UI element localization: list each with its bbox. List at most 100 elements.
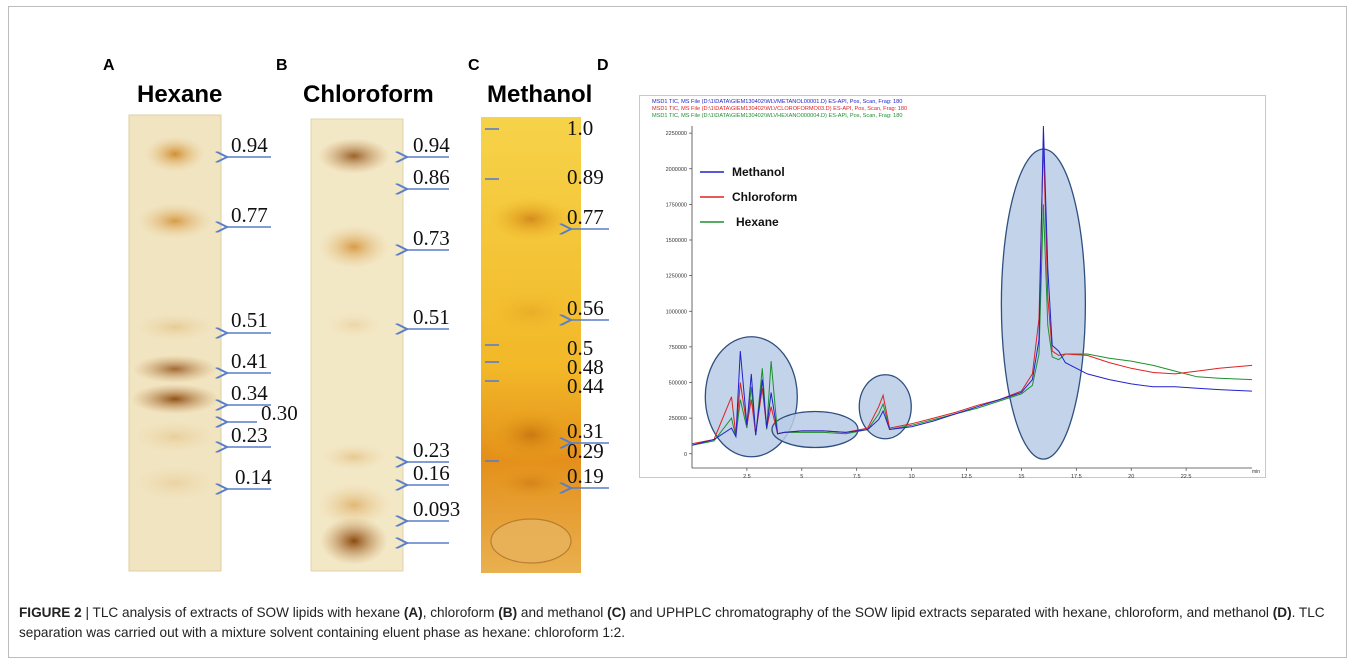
- spot-b-4: [320, 443, 388, 471]
- rf-label-a: 0.34: [231, 381, 268, 405]
- spot-c-3: [483, 405, 579, 465]
- rf-label-c: 0.89: [567, 165, 604, 189]
- chromatogram-chart: 0 250000 500000 750000 1000000 1250000 1500000…: [666, 125, 1260, 479]
- y-tick-label: 2000000: [666, 167, 687, 173]
- plate-hexane: [128, 114, 222, 572]
- rf-label-a: 0.23: [231, 423, 268, 447]
- rf-label-a: 0.94: [231, 133, 268, 157]
- rf-label-a: 0.77: [231, 203, 268, 227]
- plate-c-tick-marks: [485, 128, 499, 462]
- caption-ref-c: (C): [607, 605, 626, 620]
- rf-label-b: 0.51: [413, 305, 450, 329]
- x-tick-label: 5: [800, 474, 803, 479]
- rf-label-c: 0.29: [567, 439, 604, 463]
- x-tick-label: 10: [909, 474, 915, 479]
- panel-title-methanol: Methanol: [487, 81, 593, 108]
- rf-label-a: 0.41: [231, 349, 268, 373]
- rf-label-b: 0.23: [413, 438, 450, 462]
- series-line-methanol: [691, 125, 1253, 446]
- spot-a-7: [133, 465, 217, 501]
- spot-b-3: [324, 311, 384, 339]
- caption-text: and methanol: [517, 605, 608, 620]
- y-tick-label: 250000: [669, 416, 687, 422]
- peak-group-ellipse: [1000, 148, 1087, 460]
- caption-separator: |: [81, 605, 93, 620]
- rf-label-a: 0.51: [231, 308, 268, 332]
- rf-label-c: 0.56: [567, 296, 604, 320]
- rf-label-c: 0.5: [567, 336, 594, 360]
- spot-a-5: [131, 384, 219, 414]
- figure-frame: A Hexane B Chloroform C Methanol D 0.94 …: [8, 6, 1347, 658]
- x-tick-label: 12.5: [961, 474, 972, 479]
- spot-b-1: [318, 138, 390, 174]
- legend-label: Chloroform: [732, 190, 797, 204]
- plate-c-arrows: [571, 229, 609, 488]
- y-tick-label: 750000: [669, 345, 687, 351]
- rf-label-c: 1.0: [567, 116, 594, 140]
- spot-c-1: [489, 197, 573, 241]
- rf-label-c: 0.44: [567, 374, 604, 398]
- x-tick-label: 22.5: [1181, 474, 1192, 479]
- caption-ref-a: (A): [403, 605, 423, 620]
- figure-caption: FIGURE 2 | TLC analysis of extracts of S…: [19, 603, 1329, 643]
- spot-b-2: [318, 225, 390, 269]
- spot-a-1: [145, 136, 205, 172]
- rf-label-c: 0.31: [567, 419, 604, 443]
- y-tick-label: 1750000: [666, 202, 687, 208]
- legend-label: Hexane: [736, 215, 779, 229]
- spot-a-4: [133, 355, 217, 383]
- rf-label-c: 0.19: [567, 464, 604, 488]
- panel-letter-b: B: [276, 57, 288, 74]
- caption-ref-b: (B): [498, 605, 518, 620]
- rf-label-b: 0.94: [413, 133, 450, 157]
- y-tick-label: 1250000: [666, 274, 687, 280]
- panel-title-chloroform: Chloroform: [303, 81, 434, 108]
- y-tick-label: 2250000: [666, 131, 687, 137]
- x-tick-label: 15: [1018, 474, 1024, 479]
- rf-label-c: 0.77: [567, 205, 604, 229]
- file-line-hexane: MSD1 TIC, MS File (D:\1\DATA\GIEM130402\…: [652, 113, 903, 119]
- tlc-plates-drawing: [128, 114, 609, 573]
- spot-a-3: [135, 313, 215, 341]
- series-line-chloroform: [691, 140, 1253, 445]
- spot-b-6: [320, 517, 388, 565]
- rf-label-b: 0.16: [413, 461, 450, 485]
- panel-letter-c: C: [468, 57, 480, 74]
- x-tick-label: 20: [1128, 474, 1134, 479]
- x-unit-label: min: [1252, 469, 1260, 475]
- x-tick-label: 17.5: [1071, 474, 1082, 479]
- y-tick-label: 500000: [669, 381, 687, 387]
- caption-text: and UPHPLC chromatography of the SOW lip…: [625, 605, 1273, 620]
- x-tick-label: 2.5: [743, 474, 751, 479]
- caption-ref-d: (D): [1272, 605, 1292, 620]
- peak-group-ellipse: [771, 410, 859, 449]
- plate-a-arrows: [227, 157, 271, 489]
- rf-label-b: 0.093: [413, 497, 461, 521]
- panel-title-hexane: Hexane: [137, 81, 223, 108]
- file-line-methanol: MSD1 TIC, MS File (D:\1\DATA\GIEM130402\…: [652, 99, 903, 105]
- rf-label-b: 0.86: [413, 165, 450, 189]
- caption-text: , chloroform: [422, 605, 499, 620]
- rf-label-c: 0.48: [567, 355, 604, 379]
- file-line-chloroform: MSD1 TIC, MS File (D:\1\DATA\GIEM130402\…: [652, 106, 908, 112]
- spot-a-6: [133, 421, 217, 453]
- y-tick-label: 1000000: [666, 309, 687, 315]
- spot-c-5: [490, 518, 572, 564]
- spot-b-5: [316, 483, 392, 527]
- spot-a-2: [137, 203, 213, 239]
- legend-label: Methanol: [732, 165, 785, 179]
- plate-b-arrows: [407, 157, 449, 543]
- y-tick-label: 1500000: [666, 238, 687, 244]
- rf-label-a: 0.14: [235, 465, 272, 489]
- rf-label-a: 0.30: [261, 401, 298, 425]
- spot-c-4: [485, 463, 577, 503]
- y-tick-label: 0: [684, 452, 687, 458]
- spot-c-2: [487, 290, 575, 334]
- panel-letter-a: A: [103, 57, 115, 74]
- panel-letter-d: D: [597, 57, 609, 74]
- chromatogram-panel: MSD1 TIC, MS File (D:\1\DATA\GIEM130402\…: [639, 95, 1266, 479]
- rf-label-b: 0.73: [413, 226, 450, 250]
- x-tick-label: 7.5: [853, 474, 861, 479]
- caption-text: . TLC separation was carried out with a …: [19, 605, 1325, 640]
- caption-figure-label: FIGURE 2: [19, 605, 82, 620]
